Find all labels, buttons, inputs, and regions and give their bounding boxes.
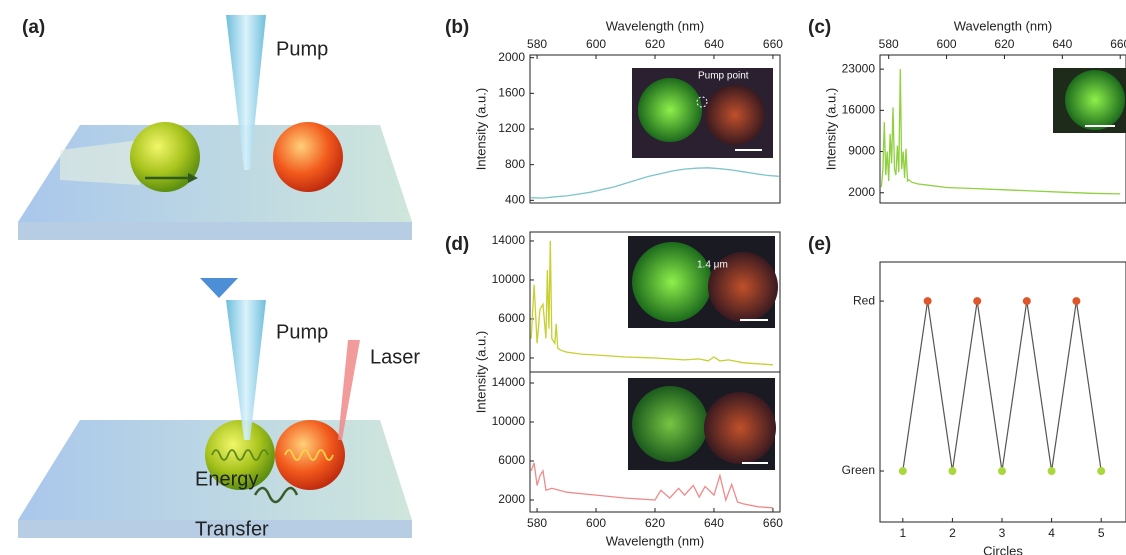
x-tick-label: 620	[645, 516, 665, 530]
x-tick-label: 580	[527, 516, 547, 530]
x-tick-label: 660	[1110, 37, 1126, 51]
data-point	[1072, 297, 1081, 306]
y-tick-label: 2000	[498, 50, 525, 64]
green-sphere	[205, 420, 275, 490]
plot-frame	[879, 54, 1126, 204]
x-tick-label: 600	[586, 516, 606, 530]
data-point	[1022, 297, 1031, 306]
green-sphere	[130, 122, 200, 192]
y-axis-label: Intensity (a.u.)	[473, 88, 488, 170]
motion-trail	[60, 140, 140, 185]
panel-label: (e)	[808, 234, 831, 255]
y-tick-label: 1200	[498, 121, 525, 135]
red-sphere	[273, 122, 343, 192]
y-tick-label: 14000	[492, 233, 526, 247]
charts: (b) 580 600 620 640 660 Wavelength (nm) 400 800 1…	[445, 17, 1126, 555]
label: Transfer	[195, 518, 269, 540]
panel-label: (d)	[445, 234, 469, 255]
data-line	[530, 240, 773, 366]
x-tick-label: 4	[1048, 526, 1055, 540]
x-tick-label: 3	[999, 526, 1006, 540]
y-tick-label: 2000	[848, 185, 875, 199]
x-tick-label: 580	[879, 37, 899, 51]
illustration: (a) Pump Pump Laser Energy Transfer	[18, 15, 420, 540]
wave	[284, 449, 334, 461]
x-axis-label: Wavelength (nm)	[954, 18, 1053, 33]
y-tick-label: 6000	[498, 453, 525, 467]
y-tick-label: 400	[505, 192, 525, 206]
wave	[211, 449, 269, 461]
plot-frame	[879, 261, 1126, 523]
x-tick-label: 1	[899, 526, 906, 540]
x-tick-label: 660	[763, 37, 783, 51]
panel-label: (a)	[22, 17, 45, 38]
x-axis-label: Circles	[983, 543, 1023, 555]
inset	[1053, 68, 1126, 133]
data-line	[880, 69, 1121, 195]
inset: Pump point	[632, 68, 773, 158]
data-point	[1047, 467, 1056, 476]
laser-beam	[338, 340, 360, 440]
panel-label: (c)	[808, 17, 831, 38]
y-tick-label: 14000	[492, 375, 526, 389]
x-axis-label: Wavelength (nm)	[606, 533, 705, 548]
x-tick-label: 660	[763, 516, 783, 530]
x-tick-label: 600	[586, 37, 606, 51]
arrowhead	[188, 173, 198, 183]
down-arrow	[200, 278, 238, 298]
label: Laser	[370, 346, 420, 368]
label: Pump	[276, 38, 328, 60]
x-tick-label: 5	[1098, 526, 1105, 540]
x-tick-label: 2	[949, 526, 956, 540]
y-tick-label: 10000	[492, 272, 526, 286]
red-sphere	[275, 420, 345, 490]
data-point	[923, 297, 932, 306]
x-tick-label: 580	[527, 37, 547, 51]
y-tick-label: 16000	[842, 103, 876, 117]
y-tick-label: Green	[842, 463, 875, 477]
inset-label: Pump point	[698, 71, 749, 82]
data-point	[1097, 467, 1106, 476]
data-point	[948, 467, 957, 476]
data-point	[973, 297, 982, 306]
inset-label: 1.4 μm	[697, 260, 728, 271]
inset: 1.4 μm	[628, 236, 778, 328]
y-tick-label: 1600	[498, 86, 525, 100]
data-line	[902, 301, 1102, 472]
x-tick-label: 640	[1052, 37, 1072, 51]
data-point	[898, 467, 907, 476]
y-tick-label: Red	[853, 293, 875, 307]
y-axis-label: Intensity (a.u.)	[473, 331, 488, 413]
y-tick-label: 2000	[498, 492, 525, 506]
y-tick-label: 2000	[498, 350, 525, 364]
panel-label: (b)	[445, 17, 469, 38]
pump-beam	[226, 300, 266, 440]
x-tick-label: 620	[645, 37, 665, 51]
wave-arrow	[253, 486, 299, 504]
x-tick-label: 640	[704, 516, 724, 530]
x-tick-label: 620	[994, 37, 1014, 51]
x-axis-label: Wavelength (nm)	[606, 18, 705, 33]
data-line	[530, 462, 773, 509]
label: Energy	[195, 468, 258, 490]
data-point	[998, 467, 1007, 476]
y-tick-label: 9000	[848, 144, 875, 158]
y-tick-label: 800	[505, 157, 525, 171]
inset	[628, 378, 776, 470]
substrate-edge	[18, 222, 412, 240]
data-line	[531, 167, 779, 199]
y-axis-label: Intensity (a.u.)	[823, 88, 838, 170]
y-tick-label: 10000	[492, 414, 526, 428]
y-tick-label: 23000	[842, 61, 876, 75]
y-tick-label: 6000	[498, 311, 525, 325]
x-tick-label: 600	[937, 37, 957, 51]
label: Pump	[276, 321, 328, 343]
x-tick-label: 640	[704, 37, 724, 51]
substrate-edge	[18, 520, 412, 538]
pump-beam	[226, 15, 266, 170]
